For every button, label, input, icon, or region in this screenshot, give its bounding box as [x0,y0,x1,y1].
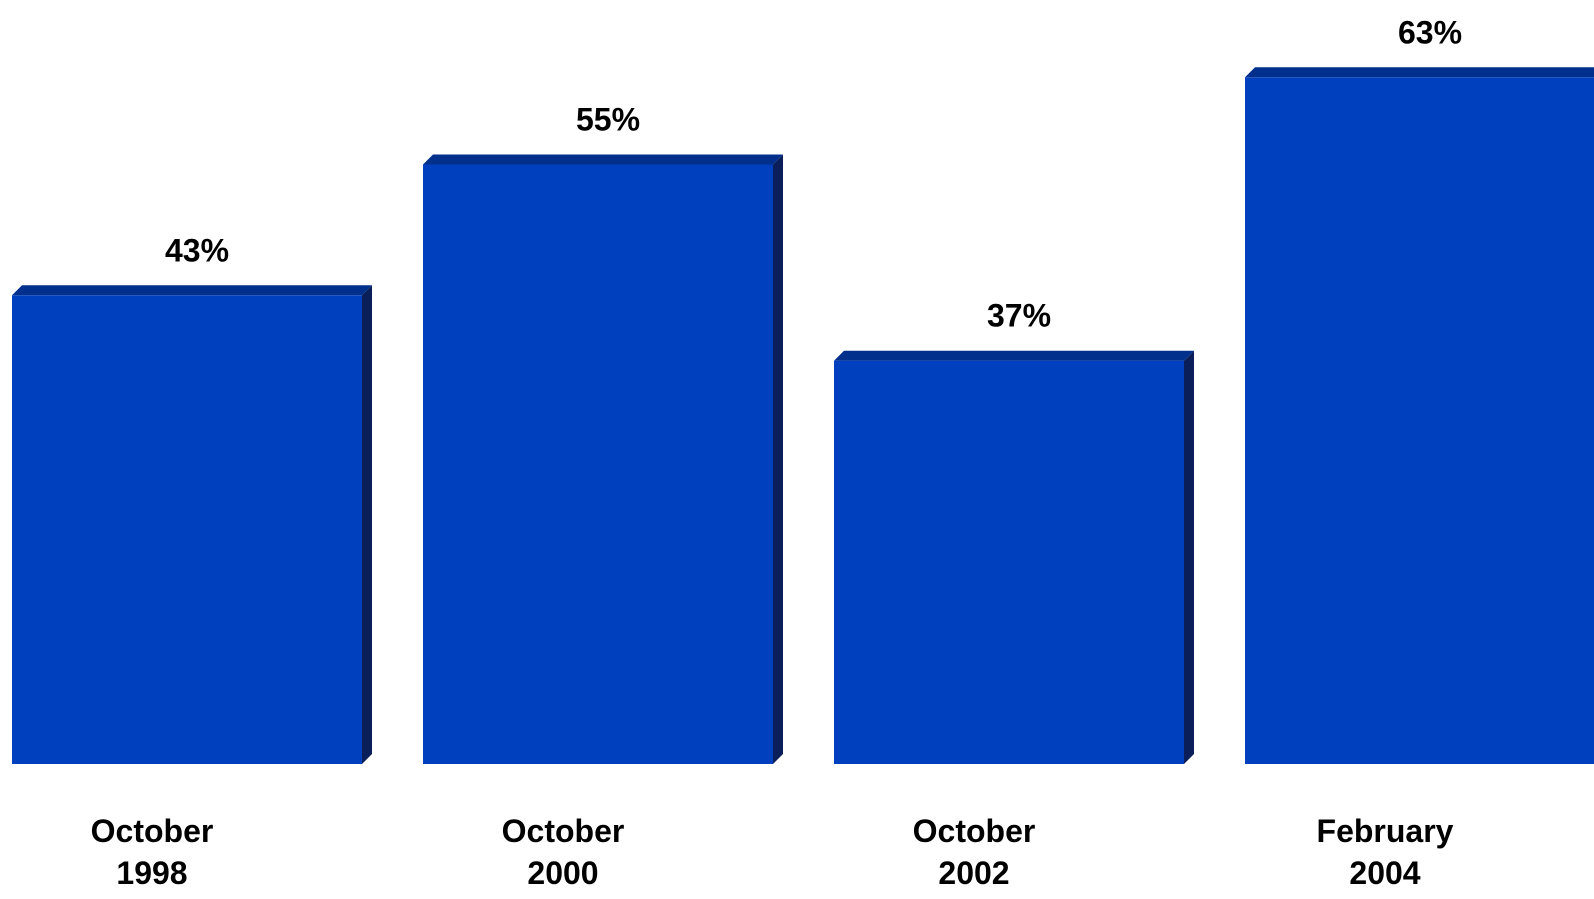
bar-side-0 [362,285,372,764]
data-label-2: 37% [987,298,1051,334]
bar-0 [12,295,362,764]
category-label-3-line-1: 2004 [1349,855,1420,891]
category-label-3-line-0: February [1317,813,1454,849]
category-label-1-line-0: October [502,813,625,849]
data-label-0: 43% [165,232,229,268]
category-label-0-line-0: October [91,813,214,849]
bar-1 [423,164,773,764]
bar-top-2 [834,350,1194,361]
category-label-2-line-0: October [913,813,1036,849]
category-labels-group: October 1998 October 2000 October 2002 Februar… [91,813,1454,891]
bar-top-3 [1245,67,1594,78]
category-label-1-line-1: 2000 [527,855,598,891]
category-label-2-line-1: 2002 [938,855,1009,891]
bar-top-1 [423,154,783,165]
category-label-0-line-1: 1998 [116,855,187,891]
bar-side-2 [1184,350,1194,764]
bars-group [12,67,1594,765]
value-labels-group: 43% 55% 37% 63% [165,14,1462,333]
bar-2 [834,360,1184,764]
bar-side-1 [773,154,783,764]
data-label-1: 55% [576,102,640,138]
bar-top-0 [12,285,372,296]
bar-3 [1245,77,1594,765]
data-label-3: 63% [1398,14,1462,50]
